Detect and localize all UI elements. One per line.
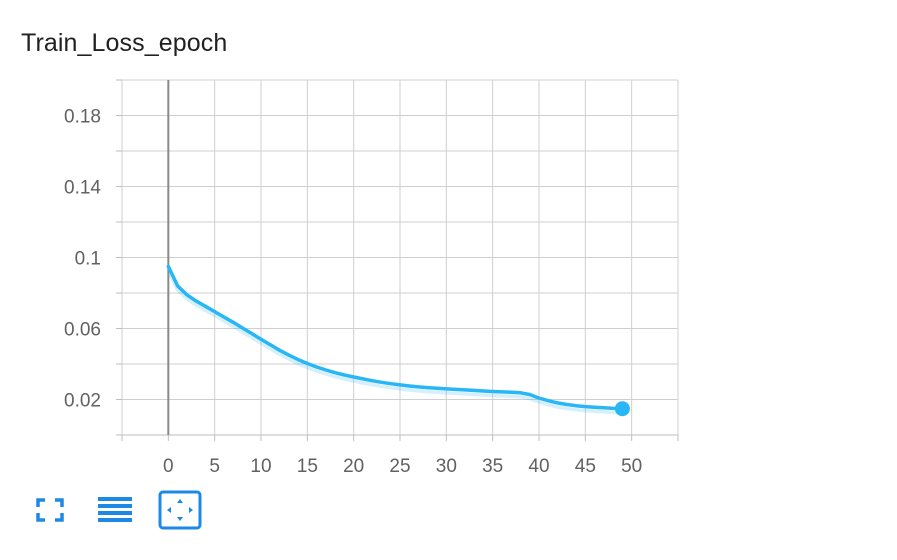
x-tick-label: 40 xyxy=(528,456,549,477)
fullscreen-button[interactable] xyxy=(30,490,70,530)
x-tick-label: 25 xyxy=(389,456,410,477)
legend-icon xyxy=(98,497,132,522)
x-tick-label: 5 xyxy=(209,456,220,477)
series-line xyxy=(166,264,625,411)
chart-title: Train_Loss_epoch xyxy=(21,29,228,57)
y-tick-label: 0.06 xyxy=(64,320,101,341)
x-tick-label: 15 xyxy=(297,456,318,477)
y-tick-label: 0.18 xyxy=(64,107,101,128)
x-tick-label: 50 xyxy=(621,456,642,477)
y-tick-label: 0.1 xyxy=(75,249,101,270)
toggle-legend-button[interactable] xyxy=(95,490,135,530)
axes: 0 5 10 15 20 25 30 35 40 45 50 0.02 0.06 0.1 0.14 0.18 xyxy=(64,79,679,477)
x-tick-label: 10 xyxy=(250,456,271,477)
grid xyxy=(121,79,679,436)
x-tick-label: 20 xyxy=(343,456,364,477)
x-tick-label: 35 xyxy=(482,456,503,477)
fullscreen-icon xyxy=(36,498,64,522)
series-last-point xyxy=(614,401,630,417)
x-tick-label: 30 xyxy=(436,456,457,477)
fit-domain-icon xyxy=(158,490,202,530)
fit-domain-button[interactable] xyxy=(158,490,202,530)
y-tick-label: 0.14 xyxy=(64,178,101,199)
series-layer xyxy=(166,264,630,417)
series-raw-line xyxy=(166,269,623,415)
y-tick-label: 0.02 xyxy=(64,391,101,412)
x-tick-label: 45 xyxy=(575,456,596,477)
x-tick-label: 0 xyxy=(163,456,174,477)
